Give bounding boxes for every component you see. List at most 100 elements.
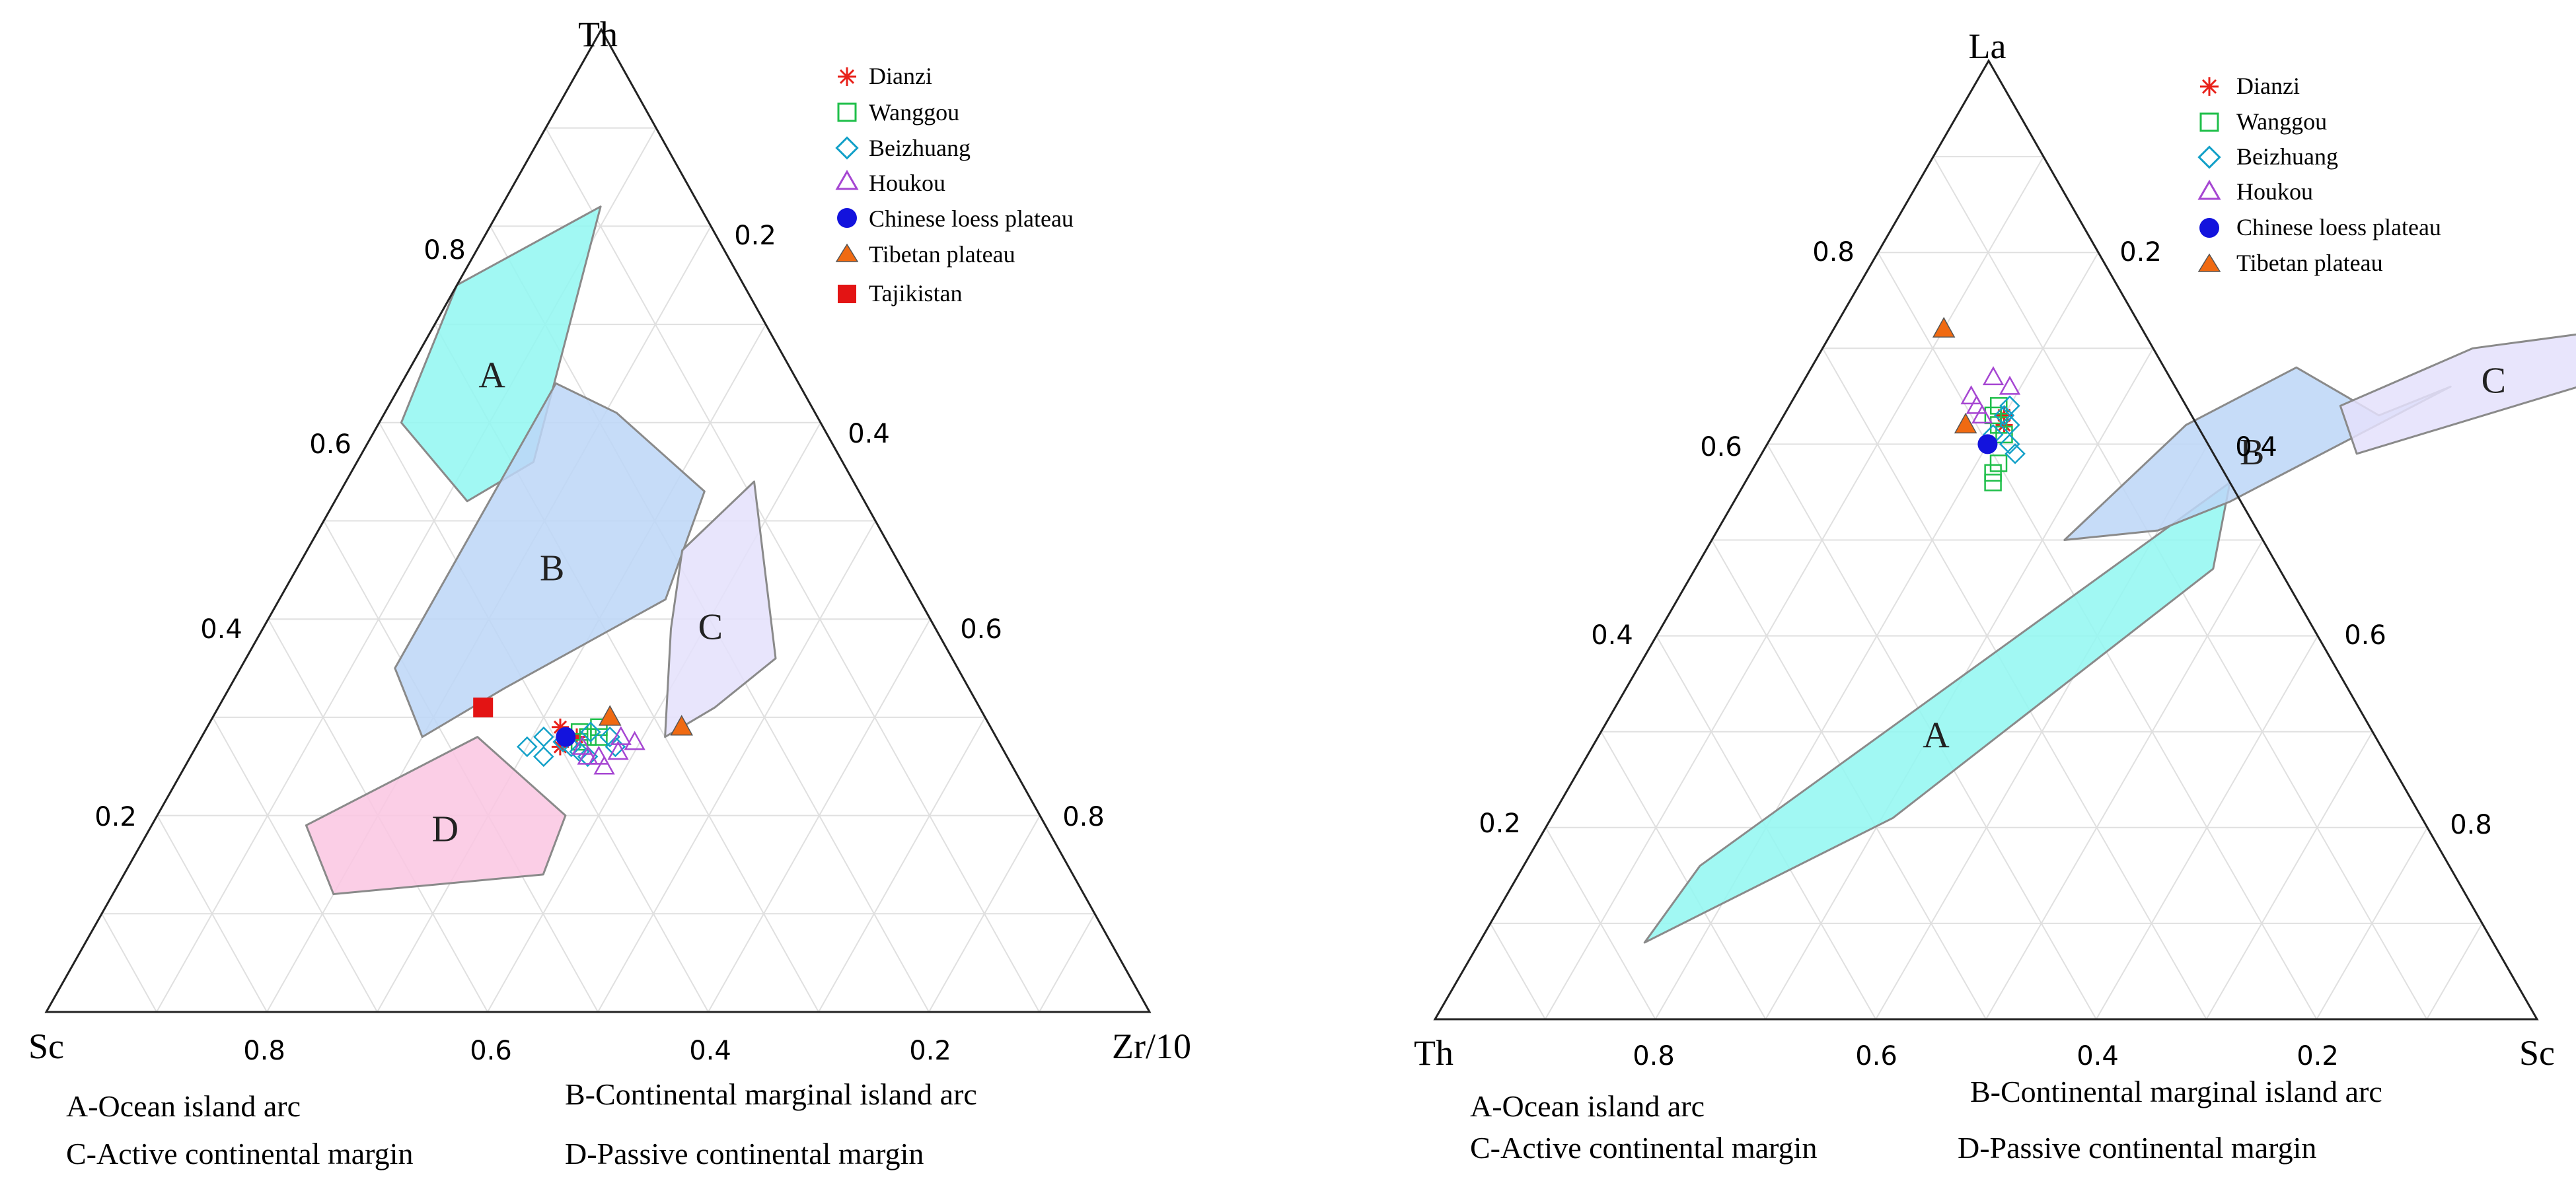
legend-marker-tajik bbox=[838, 285, 856, 303]
grid-line bbox=[212, 717, 378, 1013]
grid-line bbox=[1600, 731, 1767, 1020]
region-label-d: D bbox=[432, 809, 459, 849]
point-wanggou bbox=[590, 728, 608, 746]
grid-line bbox=[2316, 827, 2428, 1020]
vertex-left-label: Sc bbox=[28, 1027, 64, 1066]
region-label-a: A bbox=[1923, 715, 1950, 756]
data-points bbox=[1932, 316, 2026, 491]
caption-a: A-Ocean island arc bbox=[1470, 1089, 1705, 1123]
point-tibet bbox=[598, 705, 622, 726]
right-tick-label: 0.8 bbox=[2450, 810, 2492, 840]
point-wanggou bbox=[1995, 425, 2013, 444]
grid-line bbox=[2205, 731, 2373, 1020]
left-tick-label: 0.2 bbox=[1479, 809, 1521, 839]
point-houkou bbox=[588, 745, 610, 765]
caption-d: D-Passive continental margin bbox=[565, 1137, 924, 1171]
vertex-right-label: Sc bbox=[2519, 1033, 2555, 1073]
grid-line bbox=[708, 618, 931, 1013]
point-houkou bbox=[1966, 394, 1988, 414]
legend-marker-houkou bbox=[835, 169, 859, 190]
legend-label-tibet: Tibetan plateau bbox=[869, 241, 1015, 268]
region-label-a: A bbox=[478, 355, 505, 396]
caption-b: B-Continental marginal island arc bbox=[565, 1077, 977, 1111]
left-tick-label: 0.8 bbox=[423, 235, 466, 266]
bottom-tick-label: 0.8 bbox=[243, 1036, 285, 1066]
legend-label-dianzi: Dianzi bbox=[2236, 73, 2300, 99]
legend-marker-houkou bbox=[2197, 179, 2221, 200]
caption-c: C-Active continental margin bbox=[1470, 1131, 1817, 1165]
point-tibet bbox=[670, 715, 693, 736]
right-tick-label: 0.2 bbox=[734, 221, 776, 251]
region-d bbox=[305, 736, 567, 896]
point-houkou bbox=[610, 726, 632, 745]
legend-marker-wanggou bbox=[2199, 112, 2219, 132]
point-beizhuang bbox=[2005, 443, 2026, 464]
point-tajik bbox=[473, 698, 494, 718]
point-wanggou bbox=[1989, 416, 2008, 434]
legend-label-houkou: Houkou bbox=[2236, 178, 2313, 205]
point-beizhuang bbox=[1999, 433, 2020, 455]
caption-b: B-Continental marginal island arc bbox=[1970, 1075, 2382, 1108]
grid-line bbox=[1544, 156, 2044, 1020]
right-tick-label: 0.6 bbox=[960, 614, 1002, 645]
point-loess bbox=[556, 727, 576, 747]
point-loess bbox=[1977, 434, 1998, 454]
bottom-tick-label: 0.8 bbox=[1633, 1041, 1675, 1071]
region-label-b: B bbox=[2240, 432, 2264, 473]
region-label-c: C bbox=[2482, 361, 2506, 402]
point-wanggou bbox=[1989, 397, 2008, 415]
point-beizhuang bbox=[580, 721, 601, 742]
legend-label-loess: Chinese loess plateau bbox=[869, 205, 1074, 232]
ternary-frame bbox=[1433, 58, 2539, 1021]
region-c bbox=[664, 480, 777, 739]
grid-line bbox=[1985, 539, 2263, 1020]
legend-marker-tibet bbox=[835, 243, 859, 262]
vertex-left-label: Th bbox=[1414, 1033, 1454, 1073]
point-wanggou bbox=[1989, 454, 2008, 472]
legend-label-tibet: Tibetan plateau bbox=[2236, 250, 2383, 276]
point-beizhuang bbox=[1993, 405, 2015, 426]
bottom-tick-label: 0.2 bbox=[2297, 1041, 2339, 1071]
point-houkou bbox=[607, 740, 629, 760]
point-houkou bbox=[1960, 385, 1982, 405]
legend-marker-wanggou bbox=[837, 102, 857, 122]
bottom-tick-label: 0.2 bbox=[909, 1036, 951, 1066]
grid-line bbox=[101, 913, 157, 1013]
grid-line bbox=[597, 521, 876, 1013]
left-tick-label: 0.8 bbox=[1812, 237, 1855, 268]
point-houkou bbox=[1982, 366, 2005, 386]
left-tick-label: 0.4 bbox=[1591, 620, 1633, 651]
bottom-tick-label: 0.6 bbox=[470, 1036, 512, 1066]
right-tick-label: 0.2 bbox=[2119, 237, 2162, 268]
vertex-top-label: Th bbox=[578, 15, 618, 54]
region-label-c: C bbox=[698, 607, 723, 648]
grid-line bbox=[928, 815, 1041, 1013]
ternary-frame bbox=[44, 27, 1152, 1013]
point-wanggou bbox=[1984, 406, 2003, 425]
point-houkou bbox=[1971, 404, 1993, 424]
legend-marker-loess bbox=[2199, 218, 2219, 238]
legend-marker-loess bbox=[837, 208, 857, 228]
legend-label-houkou: Houkou bbox=[869, 170, 945, 196]
grid-line bbox=[1489, 923, 1546, 1020]
point-wanggou bbox=[1984, 464, 2002, 482]
grid-line bbox=[1039, 913, 1095, 1013]
left-tick-label: 0.6 bbox=[309, 429, 351, 460]
grid-line bbox=[1545, 827, 1656, 1020]
right-tick-label: 0.4 bbox=[848, 419, 890, 449]
point-beizhuang bbox=[533, 726, 554, 748]
legend-marker-dianzi bbox=[2200, 77, 2219, 96]
legend-label-wanggou: Wanggou bbox=[869, 99, 959, 126]
legend-label-tajik: Tajikistan bbox=[869, 280, 962, 306]
vertex-right-label: Zr/10 bbox=[1112, 1027, 1191, 1066]
left-tick-label: 0.4 bbox=[200, 614, 242, 645]
legend-label-beizhuang: Beizhuang bbox=[869, 135, 971, 161]
ternary-chart-th-sc-zr: A B C D Th Sc Zr/10 0.8 0.6 0.4 0.2 0.2 0.4… bbox=[28, 15, 1191, 1171]
caption-c: C-Active continental margin bbox=[66, 1137, 413, 1171]
legend-label-dianzi: Dianzi bbox=[869, 63, 932, 89]
right-tick-label: 0.6 bbox=[2344, 620, 2386, 651]
point-houkou bbox=[593, 755, 615, 775]
